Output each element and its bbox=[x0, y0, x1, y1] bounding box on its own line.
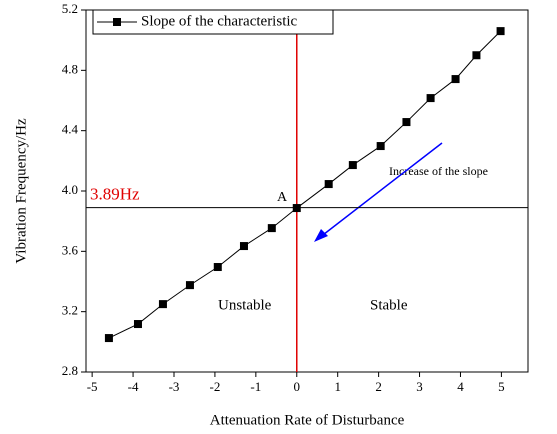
x-tick-label: -5 bbox=[87, 379, 98, 394]
marker bbox=[472, 51, 481, 60]
y-tick-label: 3.6 bbox=[62, 242, 79, 257]
arrow-label: Increase of the slope bbox=[389, 164, 488, 178]
x-tick-label: 0 bbox=[294, 379, 301, 394]
marker bbox=[451, 75, 460, 84]
marker bbox=[376, 142, 385, 151]
series-line bbox=[108, 30, 501, 339]
marker bbox=[185, 281, 194, 290]
plot-frame bbox=[85, 9, 529, 373]
marker bbox=[324, 180, 333, 189]
marker bbox=[402, 118, 411, 127]
y-tick-label: 5.2 bbox=[62, 1, 78, 16]
y-tick-label: 3.2 bbox=[62, 303, 78, 318]
x-tick-label: -2 bbox=[209, 379, 220, 394]
x-tick-label: 5 bbox=[498, 379, 505, 394]
marker bbox=[348, 161, 357, 170]
marker bbox=[158, 300, 167, 309]
x-tick-label: 1 bbox=[334, 379, 341, 394]
legend-marker bbox=[113, 18, 121, 26]
x-tick-label: 2 bbox=[375, 379, 382, 394]
arrow bbox=[318, 142, 443, 239]
arrow-head bbox=[314, 229, 328, 242]
x-tick-label: 4 bbox=[457, 379, 464, 394]
point-label: A bbox=[277, 190, 288, 205]
x-tick-label: 3 bbox=[416, 379, 423, 394]
region-label: Stable bbox=[370, 297, 408, 313]
marker bbox=[104, 334, 113, 343]
marker bbox=[213, 263, 222, 272]
x-tick-label: -3 bbox=[169, 379, 180, 394]
marker bbox=[133, 320, 142, 329]
x-tick-label: -1 bbox=[250, 379, 261, 394]
marker bbox=[267, 224, 276, 233]
marker bbox=[239, 242, 248, 251]
y-axis-label: Vibration Frequency/Hz bbox=[13, 118, 29, 264]
legend-label: Slope of the characteristic bbox=[141, 13, 298, 29]
y-tick-label: 2.8 bbox=[62, 363, 78, 378]
x-axis-label: Attenuation Rate of Disturbance bbox=[210, 412, 405, 428]
marker bbox=[496, 27, 505, 36]
y-tick-label: 4.4 bbox=[62, 122, 79, 137]
y-tick-label: 4.0 bbox=[62, 182, 78, 197]
region-label: Unstable bbox=[218, 297, 272, 313]
x-tick-label: -4 bbox=[128, 379, 139, 394]
marker bbox=[426, 94, 435, 103]
marker bbox=[292, 204, 301, 213]
reference-label: 3.89Hz bbox=[90, 184, 140, 203]
y-tick-label: 4.8 bbox=[62, 61, 78, 76]
